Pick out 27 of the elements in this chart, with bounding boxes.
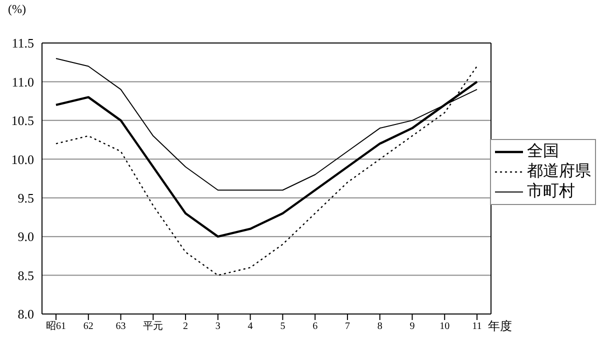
x-tick-label: 62: [83, 321, 94, 332]
y-tick-label: 8.0: [18, 306, 34, 322]
x-tick-label: 8: [377, 321, 382, 332]
x-tick-label: 11: [472, 321, 482, 332]
legend-label: 都道府県: [527, 162, 591, 182]
y-axis-title: (%): [8, 2, 26, 17]
x-tick-label: 9: [410, 321, 415, 332]
x-tick-label: 6: [312, 321, 318, 332]
x-tick-label: 昭61: [46, 321, 66, 332]
legend-label: 全国: [527, 142, 559, 162]
y-tick-label: 10.5: [11, 113, 34, 128]
y-tick-label: 11.5: [12, 36, 34, 51]
y-tick-label: 9.0: [18, 229, 34, 244]
x-axis-title: 年度: [488, 318, 512, 335]
x-tick-label: 3: [215, 321, 220, 332]
y-tick-label: 10.0: [11, 152, 34, 167]
x-tick-label: 4: [248, 321, 253, 332]
y-tick-label: 8.5: [18, 268, 34, 283]
legend-label: 市町村: [527, 182, 575, 202]
x-tick-label: 2: [183, 321, 188, 332]
x-tick-label: 平元: [143, 321, 164, 332]
y-tick-label: 11.0: [12, 74, 34, 90]
x-tick-label: 7: [344, 321, 350, 332]
y-tick-label: 9.5: [18, 190, 34, 206]
x-tick-label: 63: [116, 321, 126, 332]
x-tick-label: 5: [280, 321, 286, 332]
x-tick-label: 10: [440, 321, 450, 332]
